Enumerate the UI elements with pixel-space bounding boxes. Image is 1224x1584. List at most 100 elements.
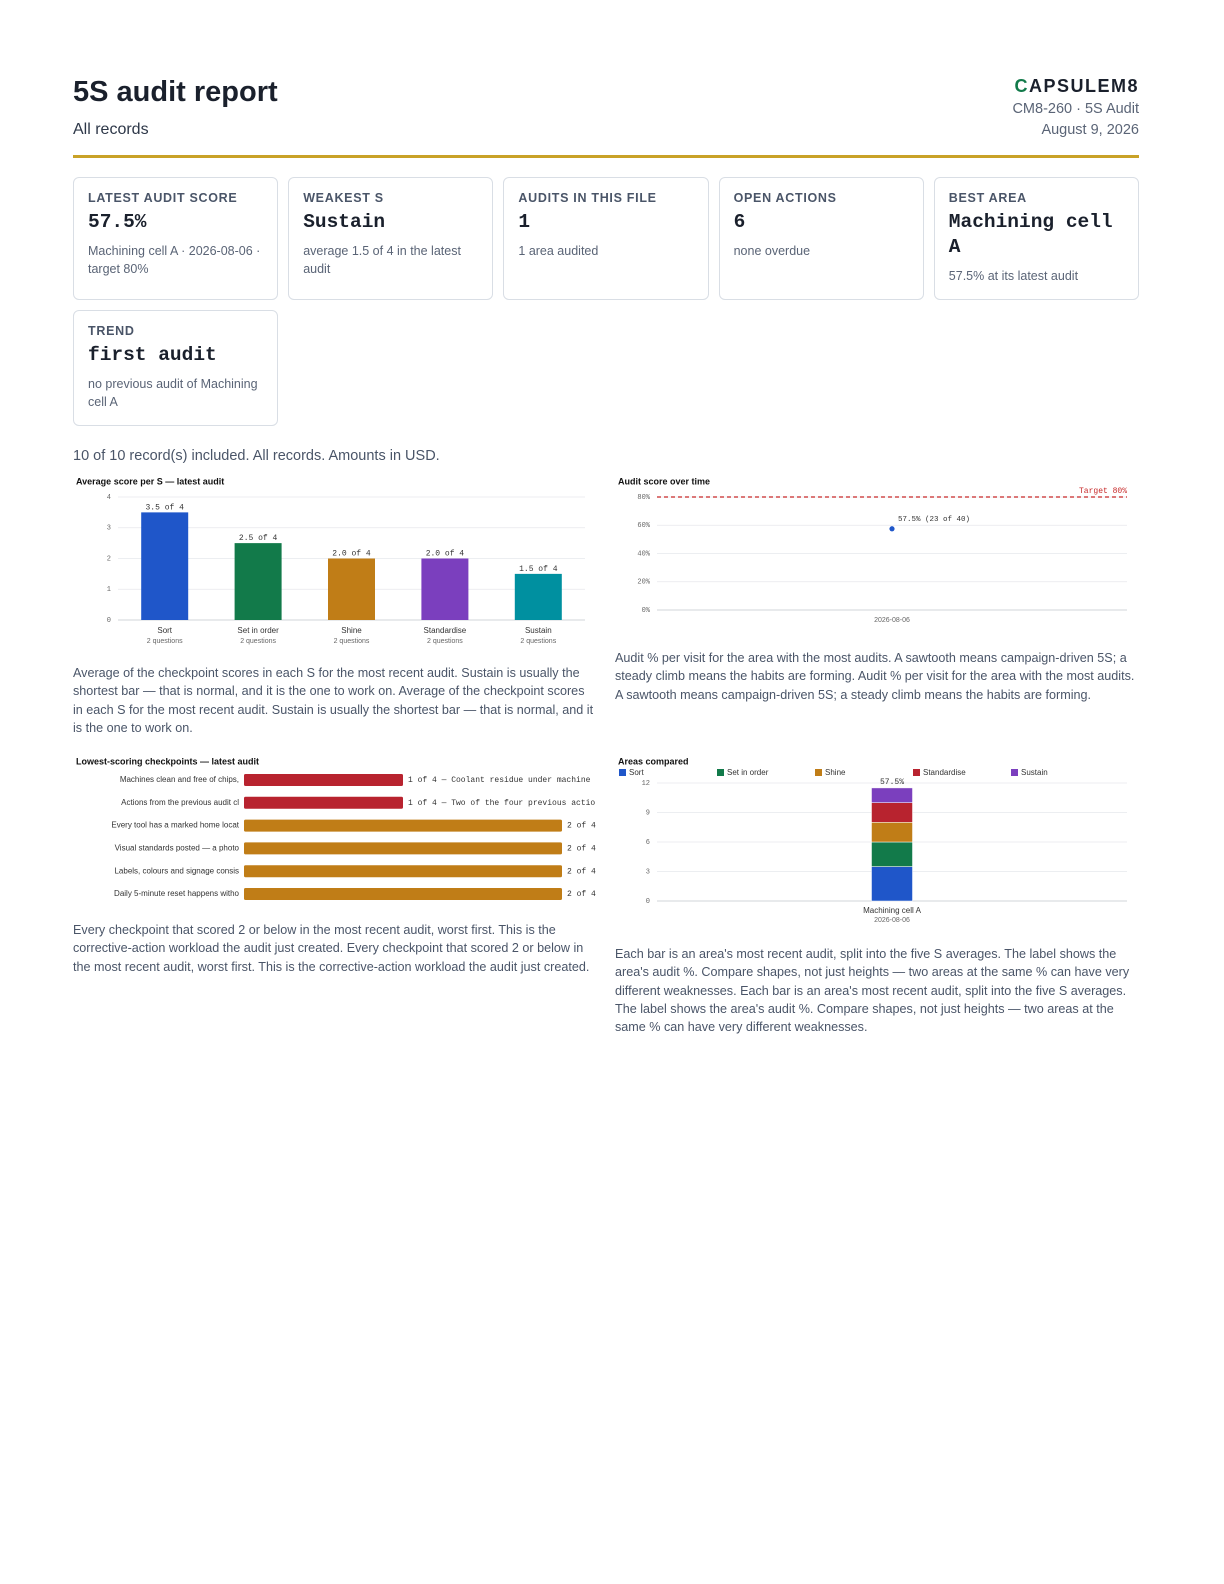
- point: [889, 526, 895, 532]
- kpi-note: Machining cell A · 2026-08-06 · target 8…: [88, 244, 261, 276]
- y-tick-label: Labels, colours and signage consis: [114, 866, 239, 875]
- summary: 10 of 10 record(s) included. All records…: [73, 448, 440, 464]
- kpi-cards: LATEST AUDIT SCORE 57.5% Machining cell A …: [73, 177, 1139, 426]
- y-tick-label: 6: [646, 839, 650, 847]
- kpi-note: none overdue: [733, 244, 811, 258]
- kpi-value: 6: [733, 211, 746, 233]
- y-tick-label: 3: [107, 525, 111, 533]
- kpi-label: BEST AREA: [948, 191, 1027, 205]
- kpi-label: AUDITS IN THIS FILE: [518, 191, 657, 205]
- data-label: 2.5 of 4: [239, 534, 278, 543]
- kpi-value: Machining cell A: [948, 211, 1113, 258]
- chart-title: Lowest-scoring checkpoints — latest audi…: [76, 756, 259, 766]
- x-tick-label: Sort: [157, 626, 172, 635]
- legend-label: Sustain: [1021, 768, 1048, 777]
- bar-segment: [871, 822, 913, 843]
- report-title: 5S audit report: [73, 76, 278, 108]
- legend-label: Set in order: [727, 768, 769, 777]
- x-tick-label: Standardise: [424, 626, 467, 635]
- chart-title: Areas compared: [618, 756, 689, 766]
- x-tick-sublabel: 2026-08-06: [874, 917, 910, 924]
- kpi-value: 57.5%: [88, 211, 147, 233]
- y-tick-label: Machines clean and free of chips,: [120, 775, 239, 784]
- kpi-note: 1 area audited: [518, 244, 599, 258]
- x-tick-sublabel: 2 questions: [520, 638, 556, 645]
- chart-title: Average score per S — latest audit: [76, 476, 224, 486]
- data-label: 2 of 4: [567, 822, 596, 831]
- kpi-card: LATEST AUDIT SCORE 57.5% Machining cell A …: [73, 177, 279, 300]
- kpi-label: LATEST AUDIT SCORE: [88, 191, 238, 205]
- y-tick-label: 3: [646, 868, 650, 876]
- bar-segment: [871, 787, 913, 803]
- data-label: 1 of 4 — Coolant residue under machine: [408, 776, 591, 785]
- x-tick-sublabel: 2 questions: [147, 638, 183, 645]
- y-tick-label: 1: [107, 586, 111, 594]
- x-tick-label: 2026-08-06: [874, 617, 910, 624]
- data-label: 2 of 4: [567, 867, 596, 876]
- y-tick-label: 12: [642, 780, 650, 788]
- kpi-note: 57.5% at its latest audit: [948, 269, 1079, 283]
- data-label: 57.5% (23 of 40): [898, 516, 970, 524]
- bar: [328, 558, 375, 620]
- legend-swatch: [913, 769, 920, 776]
- kpi-label: WEAKEST S: [303, 191, 384, 205]
- data-label: 2.0 of 4: [332, 550, 371, 559]
- bar: [234, 543, 282, 620]
- x-tick-sublabel: 2 questions: [240, 638, 276, 645]
- data-label: 1.5 of 4: [519, 565, 558, 574]
- bar-segment: [871, 866, 913, 902]
- bar: [244, 865, 562, 878]
- x-tick-label: Sustain: [525, 626, 552, 635]
- bar: [244, 796, 403, 809]
- report-subtitle: All records: [73, 121, 149, 138]
- bar-segment: [871, 841, 913, 867]
- bar-label: 57.5%: [880, 778, 904, 787]
- y-tick-label: Visual standards posted — a photo: [115, 844, 240, 853]
- kpi-card: BEST AREA Machining cell A 57.5% at its la…: [933, 177, 1139, 300]
- kpi-label: TREND: [88, 324, 135, 338]
- bar: [244, 888, 562, 900]
- y-tick-label: 0: [107, 617, 111, 625]
- y-tick-label: 60%: [637, 522, 650, 530]
- kpi-note: no previous audit of Machining cell A: [88, 377, 258, 409]
- chart-caption: Audit % per visit for the area with the …: [615, 651, 1135, 702]
- y-tick-label: Every tool has a marked home locat: [111, 821, 239, 830]
- data-label: 2 of 4: [567, 890, 596, 899]
- data-label: 1 of 4 — Two of the four previous actio: [408, 799, 595, 808]
- kpi-card: WEAKEST S Sustain average 1.5 of 4 in the …: [288, 177, 494, 300]
- brand: CAPSULEM8: [1014, 76, 1139, 96]
- data-label: 2 of 4: [567, 845, 596, 854]
- header-rule: [73, 155, 1139, 158]
- doc-id: CM8-260 · 5S Audit: [1012, 101, 1139, 117]
- y-tick-label: 0%: [642, 607, 651, 615]
- kpi-card: AUDITS IN THIS FILE 1 1 area audited: [503, 177, 709, 300]
- y-tick-label: 0: [646, 898, 650, 906]
- bar: [421, 558, 469, 620]
- y-tick-label: Daily 5-minute reset happens witho: [114, 889, 240, 898]
- y-tick-label: 40%: [637, 550, 650, 558]
- bar: [244, 774, 403, 786]
- y-tick-label: 2: [107, 555, 111, 563]
- target-label: Target 80%: [1079, 487, 1127, 496]
- legend-label: Shine: [825, 768, 846, 777]
- x-tick-label: Set in order: [237, 626, 279, 635]
- chart-caption: Average of the checkpoint scores in each…: [73, 666, 594, 735]
- bar-segment: [871, 802, 913, 823]
- chart: Lowest-scoring checkpoints — latest audi…: [76, 756, 596, 900]
- x-tick-sublabel: 2 questions: [427, 638, 463, 645]
- chart-caption: Each bar is an area's most recent audit,…: [615, 947, 1130, 1035]
- x-tick-label: Shine: [341, 626, 362, 635]
- legend-label: Standardise: [923, 768, 966, 777]
- kpi-card: TREND first audit no previous audit of Mac…: [73, 310, 279, 426]
- legend-label: Sort: [629, 768, 644, 777]
- kpi-value: first audit: [88, 344, 217, 366]
- y-tick-label: 80%: [637, 494, 650, 502]
- legend-swatch: [619, 769, 626, 776]
- y-tick-label: 4: [107, 494, 111, 502]
- y-tick-label: 9: [646, 809, 650, 817]
- kpi-card: OPEN ACTIONS 6 none overdue: [718, 177, 924, 300]
- bar: [141, 512, 189, 620]
- bar: [514, 573, 562, 620]
- bar: [244, 819, 562, 832]
- y-tick-label: Actions from the previous audit cl: [121, 798, 239, 807]
